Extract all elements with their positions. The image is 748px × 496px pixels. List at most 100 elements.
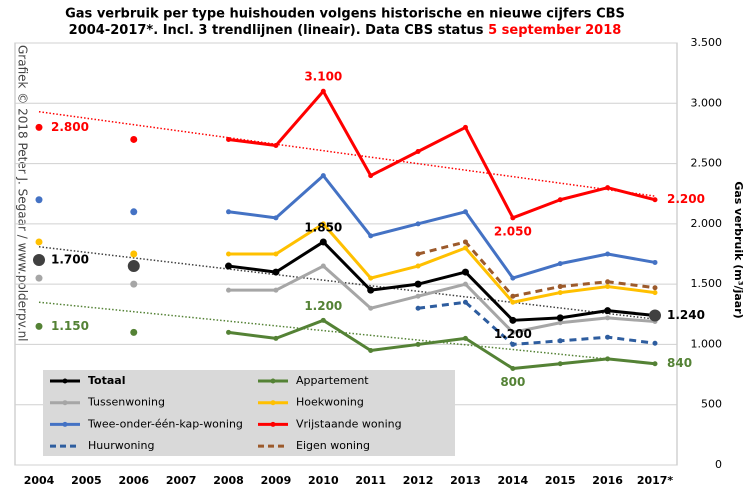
data-point	[557, 284, 563, 290]
data-point	[652, 285, 658, 291]
data-point	[273, 335, 279, 341]
data-label: 3.100	[304, 70, 342, 84]
data-point	[367, 286, 375, 294]
y-tick-label: 3.500	[691, 36, 723, 49]
data-label: 1.850	[304, 220, 342, 234]
data-point	[415, 305, 421, 311]
data-label: 1.240	[667, 308, 705, 322]
data-point	[320, 221, 326, 227]
legend-marker	[270, 421, 276, 427]
chart-title: 2004-2017*. Incl. 3 trendlijnen (lineair…	[69, 23, 622, 38]
data-point	[605, 334, 611, 340]
data-point	[226, 251, 232, 257]
data-point	[652, 197, 658, 203]
data-point	[415, 149, 421, 155]
data-label: 840	[667, 356, 692, 370]
y-tick-label: 1.000	[691, 337, 723, 350]
data-point	[414, 280, 422, 288]
x-tick-label: 2006	[118, 474, 149, 487]
data-point	[320, 317, 326, 323]
data-point	[604, 307, 612, 315]
data-point	[368, 233, 374, 239]
data-point	[462, 239, 468, 245]
data-point	[557, 320, 563, 326]
data-point	[226, 329, 232, 335]
data-point	[225, 262, 233, 270]
y-tick-label: 2.000	[691, 217, 723, 230]
data-point	[652, 259, 658, 265]
data-point	[415, 251, 421, 257]
series-line	[228, 240, 656, 322]
data-label: 1.150	[51, 319, 89, 333]
data-point	[320, 88, 326, 94]
data-point	[320, 263, 326, 269]
trendline	[38, 110, 656, 197]
series-line	[228, 89, 656, 220]
x-tick-label: 2017*	[637, 474, 674, 487]
legend-label: Totaal	[88, 374, 125, 387]
data-point	[130, 280, 138, 288]
data-point	[35, 196, 43, 204]
data-point	[226, 287, 232, 293]
x-tick-label: 2015	[545, 474, 576, 487]
legend-label: Twee-onder-één-kap-woning	[87, 417, 243, 430]
side-note: Grafiek © 2018 Peter J. Segaar / www.pol…	[16, 45, 30, 342]
data-point	[35, 238, 43, 246]
x-tick-label: 2005	[71, 474, 102, 487]
x-tick-label: 2013	[450, 474, 481, 487]
x-tick-label: 2012	[403, 474, 434, 487]
y-axis-label: Gas verbruik (m³/jaar)	[732, 181, 745, 318]
data-point	[605, 356, 611, 362]
data-label: 800	[500, 375, 525, 389]
data-point	[130, 135, 138, 143]
y-tick-label: 3.000	[691, 96, 723, 109]
legend-marker	[62, 400, 68, 406]
data-point	[462, 335, 468, 341]
data-point	[461, 268, 469, 276]
x-tick-label: 2016	[592, 474, 623, 487]
data-point	[130, 250, 138, 258]
series-line	[228, 264, 656, 334]
data-point	[462, 209, 468, 215]
data-point	[510, 341, 516, 347]
data-point	[649, 309, 661, 322]
x-tick-label: 2014	[498, 474, 529, 487]
data-point	[415, 293, 421, 299]
data-point	[415, 221, 421, 227]
series-line	[228, 174, 656, 280]
data-point	[368, 275, 374, 281]
data-point	[272, 268, 280, 276]
data-point	[415, 341, 421, 347]
title-date: 5 september 2018	[488, 23, 621, 38]
data-point	[510, 366, 516, 372]
x-tick-label: 2011	[355, 474, 386, 487]
data-point	[226, 209, 232, 215]
data-point	[557, 290, 563, 296]
data-point	[33, 254, 45, 267]
data-point	[509, 316, 517, 324]
data-label: 2.200	[667, 192, 705, 206]
y-tick-label: 2.500	[691, 157, 723, 170]
data-point	[556, 314, 564, 322]
x-tick-label: 2007	[166, 474, 197, 487]
data-point	[415, 263, 421, 269]
data-point	[557, 261, 563, 267]
data-point	[368, 173, 374, 179]
legend-label: Tussenwoning	[87, 396, 165, 409]
data-point	[273, 251, 279, 257]
data-point	[320, 173, 326, 179]
data-point	[652, 340, 658, 346]
data-point	[557, 197, 563, 203]
data-point	[557, 338, 563, 344]
x-tick-label: 2009	[261, 474, 292, 487]
legend-marker	[270, 378, 276, 384]
data-point	[319, 238, 327, 246]
data-point	[273, 142, 279, 148]
legend-label: Vrijstaande woning	[296, 417, 402, 430]
data-point	[368, 305, 374, 311]
series-line	[228, 222, 656, 304]
data-point	[368, 347, 374, 353]
legend-marker	[62, 378, 68, 384]
series-line	[417, 300, 656, 346]
